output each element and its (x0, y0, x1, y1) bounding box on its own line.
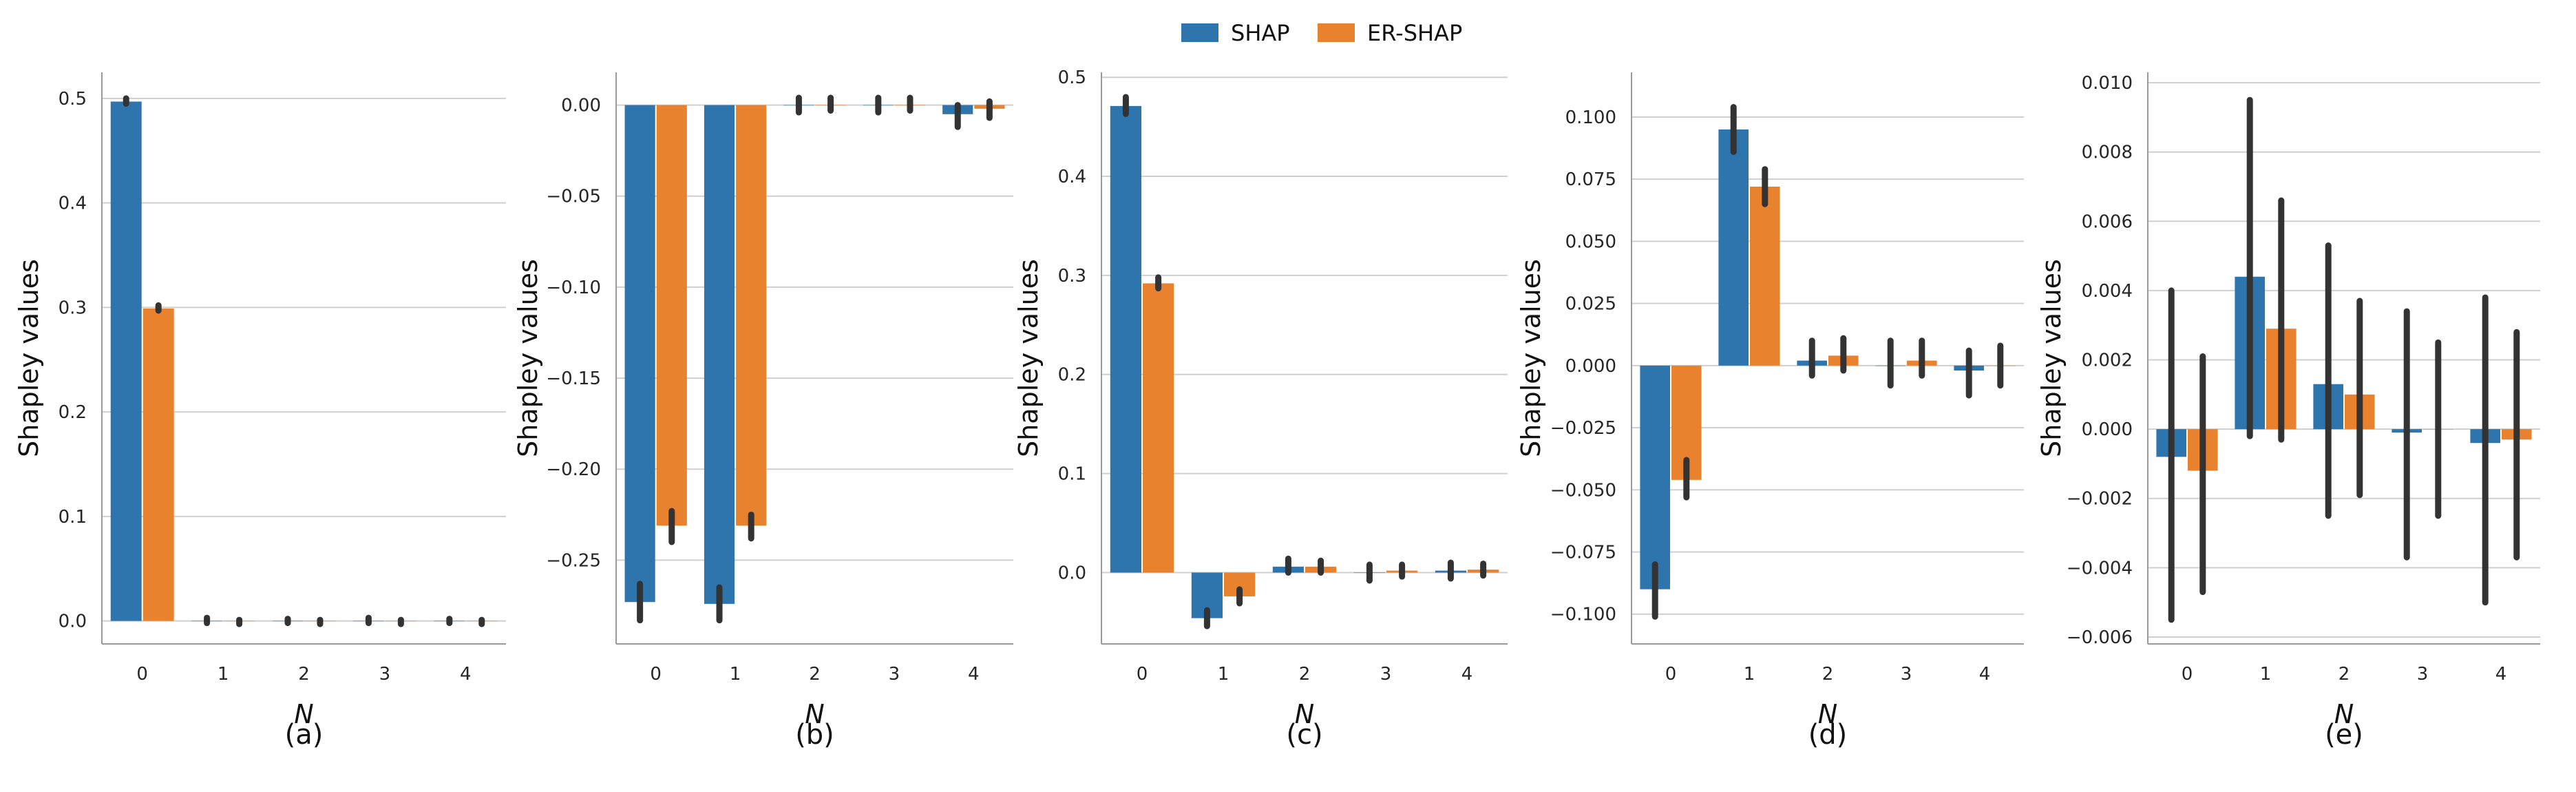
bar-shap-0 (110, 101, 142, 621)
panel-caption: (d) (1808, 719, 1848, 751)
x-axis-label: N (1818, 699, 1837, 729)
bar-ershap-1 (736, 105, 767, 526)
y-tick-label: −0.050 (1550, 480, 1616, 501)
panel-caption: (a) (285, 719, 324, 751)
x-tick-label: 0 (650, 664, 662, 685)
y-tick-label: −0.100 (1550, 605, 1616, 625)
bar-shap-0 (1110, 105, 1141, 573)
y-tick-label: 0.002 (2082, 351, 2133, 371)
x-axis-label: N (1295, 699, 1314, 729)
legend-label-ershap: ER-SHAP (1367, 20, 1462, 46)
y-axis-label: Shapley values (513, 259, 543, 457)
y-axis-label: Shapley values (1516, 259, 1546, 457)
y-tick-label: −0.075 (1550, 542, 1616, 563)
y-tick-label: −0.002 (2067, 489, 2133, 510)
panel-caption: (e) (2325, 719, 2363, 751)
x-tick-label: 3 (1380, 664, 1392, 685)
y-tick-label: −0.20 (546, 459, 601, 480)
chart-panel-4: 0.100 0.075 0.050 0.025 0.000 −0.025 −0.050 −0.… (1516, 72, 2024, 751)
y-axis-label: Shapley values (1013, 259, 1044, 457)
x-tick-label: 1 (730, 664, 741, 685)
y-tick-label: 0.1 (1058, 464, 1086, 485)
y-axis-label: Shapley values (2036, 259, 2067, 457)
x-tick-label: 1 (2260, 664, 2272, 685)
x-tick-label: 3 (379, 664, 391, 685)
y-tick-label: 0.100 (1565, 107, 1616, 128)
x-tick-label: 1 (218, 664, 229, 685)
y-tick-label: 0.006 (2082, 211, 2133, 232)
legend-swatch-shap (1181, 23, 1218, 42)
chart-panel-3: 0.0 0.1 0.2 0.3 0.4 0.5 0 1 2 3 4 N Shapley values (c… (1013, 67, 1508, 751)
bar-shap-1 (1718, 129, 1749, 366)
chart-panel-5: 0.010 0.008 0.006 0.004 0.002 0.000 −0.002 −0.0… (2036, 72, 2540, 751)
bar-ershap-0 (142, 308, 174, 621)
panel-caption: (c) (1286, 719, 1322, 751)
y-tick-label: 0.004 (2082, 281, 2133, 302)
y-tick-label: 0.025 (1565, 294, 1616, 315)
y-tick-label: 0.000 (2082, 419, 2133, 440)
x-tick-label: 3 (2417, 664, 2429, 685)
bar-shap-0 (624, 105, 655, 603)
y-tick-label: 0.000 (1565, 356, 1616, 377)
x-tick-label: 2 (809, 664, 821, 685)
x-tick-label: 2 (298, 664, 310, 685)
chart-panel-2: 0.00 −0.05 −0.10 −0.15 −0.20 −0.25 0 1 2 3 4 N Shapl… (513, 72, 1013, 751)
y-tick-label: 0.3 (1058, 266, 1086, 286)
y-tick-label: 0.5 (59, 89, 87, 110)
panel-caption: (b) (795, 719, 834, 751)
x-tick-label: 4 (1979, 664, 1991, 685)
x-tick-label: 4 (2495, 664, 2507, 685)
x-tick-label: 1 (1744, 664, 1755, 685)
chart-panel-1: 0.0 0.1 0.2 0.3 0.4 0.5 0 1 2 3 4 N Shapley values (a… (14, 72, 506, 751)
x-axis-label: N (294, 699, 313, 729)
y-tick-label: 0.0 (59, 612, 87, 632)
y-tick-label: 0.2 (1058, 365, 1086, 386)
y-tick-label: 0.4 (59, 194, 87, 214)
y-tick-label: 0.0 (1058, 563, 1086, 583)
x-tick-label: 2 (2339, 664, 2350, 685)
x-tick-label: 0 (136, 664, 148, 685)
bar-ershap-0 (656, 105, 687, 526)
bar-ershap-1 (1750, 187, 1780, 366)
y-tick-label: 0.1 (59, 507, 87, 528)
x-tick-label: 3 (889, 664, 900, 685)
y-tick-label: 0.00 (561, 96, 601, 116)
x-tick-label: 0 (1665, 664, 1677, 685)
y-tick-label: −0.25 (546, 550, 601, 571)
bar-shap-1 (704, 105, 735, 604)
y-tick-label: 0.008 (2082, 143, 2133, 163)
chart-panels: 0.0 0.1 0.2 0.3 0.4 0.5 0 1 2 3 4 N Shapley values (a… (14, 67, 2540, 751)
y-tick-label: 0.075 (1565, 169, 1616, 190)
y-tick-label: −0.004 (2067, 558, 2133, 579)
x-tick-label: 2 (1822, 664, 1834, 685)
y-tick-label: −0.025 (1550, 418, 1616, 439)
x-tick-label: 4 (460, 664, 472, 685)
x-tick-label: 4 (1461, 664, 1473, 685)
y-tick-label: 0.050 (1565, 231, 1616, 252)
bar-ershap-0 (1143, 283, 1174, 573)
y-tick-label: 0.2 (59, 402, 87, 423)
x-tick-label: 1 (1218, 664, 1229, 685)
x-tick-label: 0 (2182, 664, 2193, 685)
y-tick-label: −0.05 (546, 187, 601, 207)
y-tick-label: −0.15 (546, 368, 601, 389)
bar-shap-0 (1640, 365, 1670, 590)
x-axis-label: N (805, 699, 824, 729)
y-tick-label: −0.006 (2067, 627, 2133, 648)
y-tick-label: 0.4 (1058, 167, 1086, 187)
x-tick-label: 4 (968, 664, 980, 685)
x-tick-label: 3 (1901, 664, 1912, 685)
y-tick-label: 0.3 (59, 298, 87, 318)
y-tick-label: −0.10 (546, 278, 601, 298)
y-axis-label: Shapley values (14, 259, 44, 457)
legend-swatch-ershap (1318, 23, 1355, 42)
y-tick-label: 0.010 (2082, 73, 2133, 94)
x-tick-label: 2 (1299, 664, 1311, 685)
x-tick-label: 0 (1137, 664, 1148, 685)
x-axis-label: N (2334, 699, 2354, 729)
y-tick-label: 0.5 (1058, 67, 1086, 88)
legend-label-shap: SHAP (1231, 20, 1290, 46)
legend: SHAP ER-SHAP (1181, 20, 1462, 46)
